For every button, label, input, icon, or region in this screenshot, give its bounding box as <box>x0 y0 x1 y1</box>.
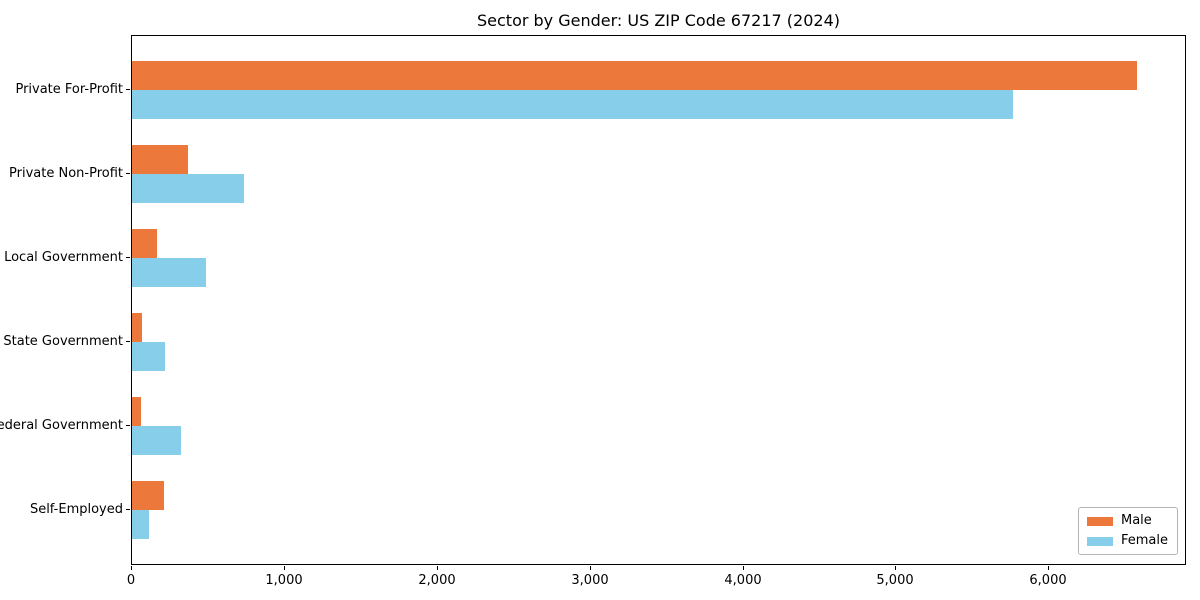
x-tick-mark <box>590 566 591 570</box>
y-tick-mark <box>126 89 130 90</box>
bar-male-4 <box>132 313 142 342</box>
male-legend-label: Male <box>1120 513 1152 528</box>
x-tick-label: 6,000 <box>1029 573 1067 588</box>
y-tick-label: Self-Employed <box>29 502 123 517</box>
x-tick-mark <box>437 566 438 570</box>
bar-female-3 <box>132 258 206 287</box>
legend-row-male: Male <box>1086 513 1168 528</box>
legend-row-female: Female <box>1086 533 1168 548</box>
x-tick-label: 2,000 <box>418 573 456 588</box>
x-tick-mark <box>131 566 132 570</box>
bar-female-1 <box>132 90 1013 119</box>
y-tick-label: Private Non-Profit <box>9 166 123 181</box>
y-tick-label: State Government <box>3 334 123 349</box>
x-tick-label: 4,000 <box>724 573 762 588</box>
x-tick-mark <box>895 566 896 570</box>
female-legend-label: Female <box>1120 533 1168 548</box>
legend: Male Female <box>1077 507 1178 555</box>
bar-male-5 <box>132 397 141 426</box>
plot-area: Male Female <box>131 35 1186 565</box>
male-legend-swatch <box>1086 516 1113 526</box>
x-tick-label: 5,000 <box>876 573 914 588</box>
y-tick-mark <box>126 425 130 426</box>
x-tick-mark <box>743 566 744 570</box>
y-tick-label: Federal Government <box>0 418 123 433</box>
y-tick-label: Private For-Profit <box>15 82 123 97</box>
bar-male-1 <box>132 61 1137 90</box>
y-tick-label: Local Government <box>4 250 123 265</box>
y-tick-mark <box>126 257 130 258</box>
bar-male-6 <box>132 481 164 510</box>
y-tick-mark <box>126 509 130 510</box>
bar-female-2 <box>132 174 244 203</box>
chart-title: Sector by Gender: US ZIP Code 67217 (202… <box>477 11 840 30</box>
x-tick-mark <box>284 566 285 570</box>
bar-male-3 <box>132 229 157 258</box>
x-tick-mark <box>1048 566 1049 570</box>
bar-female-5 <box>132 426 181 455</box>
bar-male-2 <box>132 145 188 174</box>
bar-female-4 <box>132 342 165 371</box>
x-tick-label: 3,000 <box>571 573 609 588</box>
y-tick-mark <box>126 173 130 174</box>
y-tick-mark <box>126 341 130 342</box>
bar-female-6 <box>132 510 149 539</box>
x-tick-label: 1,000 <box>265 573 303 588</box>
female-legend-swatch <box>1086 536 1113 546</box>
x-tick-label: 0 <box>126 573 136 588</box>
